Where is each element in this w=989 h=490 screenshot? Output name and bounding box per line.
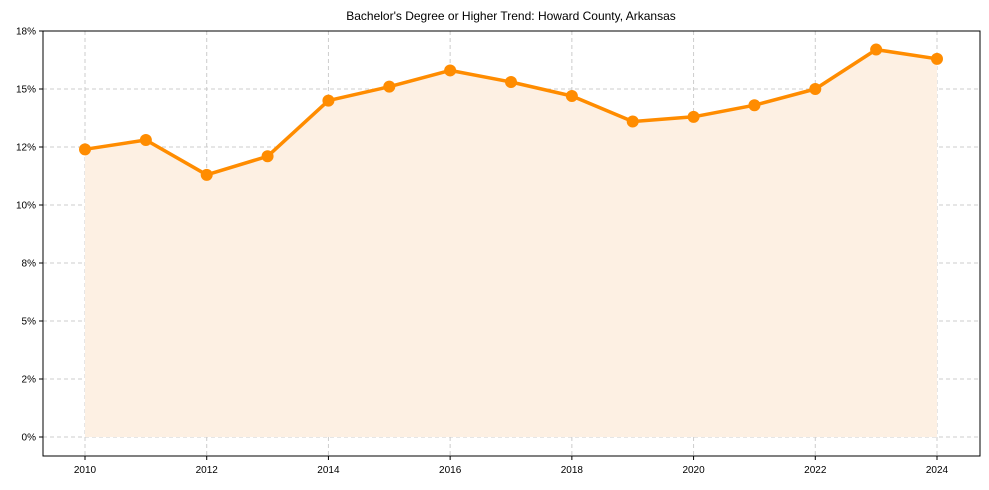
y-tick-label: 5% (22, 317, 37, 328)
data-point (383, 80, 396, 93)
y-tick-label: 15% (16, 85, 36, 96)
data-point (444, 64, 457, 77)
y-tick-label: 10% (16, 201, 36, 212)
data-point (809, 83, 822, 95)
data-point (748, 99, 761, 112)
x-tick-label: 2024 (926, 465, 949, 476)
x-tick-label: 2014 (317, 465, 340, 476)
data-point (79, 143, 91, 156)
x-axis: 2010 2012 2014 2016 2018 2020 2022 2024 (74, 456, 949, 476)
x-tick-label: 2022 (804, 465, 827, 476)
area-fill (85, 49, 937, 437)
data-point (687, 110, 700, 123)
y-axis: 0% 2% 5% 8% 10% 12% 15% 18% (16, 27, 43, 444)
plot-frame (42, 30, 981, 457)
data-point (505, 76, 517, 89)
data-point (139, 134, 152, 147)
x-tick-label: 2018 (561, 465, 584, 476)
chart-title: Bachelor's Degree or Higher Trend: Howar… (346, 9, 676, 23)
x-tick-label: 2020 (682, 465, 705, 476)
x-tick-label: 2016 (439, 465, 462, 476)
data-point (200, 168, 213, 181)
data-point (565, 89, 578, 102)
y-tick-label: 8% (22, 259, 37, 270)
data-point (626, 115, 639, 128)
data-point (870, 43, 883, 56)
y-tick-label: 18% (16, 27, 36, 38)
x-tick-label: 2010 (74, 465, 97, 476)
x-tick-label: 2012 (196, 465, 219, 476)
y-tick-label: 0% (22, 433, 37, 444)
data-point (261, 150, 274, 163)
y-tick-label: 12% (16, 143, 36, 154)
data-point (322, 94, 335, 107)
data-point (931, 52, 943, 65)
data-markers (79, 43, 943, 181)
y-tick-label: 2% (22, 375, 37, 386)
